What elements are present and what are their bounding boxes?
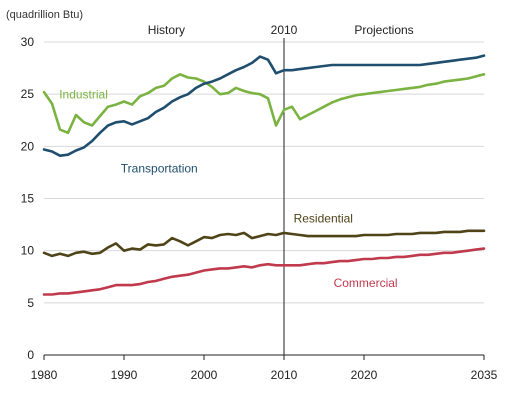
y-tick-label-20: 20 [21,139,35,153]
industrial-series-label: Industrial [59,87,108,101]
y-tick-label-25: 25 [21,87,35,101]
x-tick-label-2020: 2020 [351,368,378,382]
projections-label: Projections [354,23,413,37]
transportation-series-label: Transportation [121,161,198,175]
transportation-series-line [42,54,486,157]
history-label: History [148,23,185,37]
commercial-series-label: Commercial [334,276,398,290]
y-tick-labels: 0 5 10 15 20 25 30 [21,35,35,362]
y-tick-label-0: 0 [27,348,34,362]
y-tick-label-30: 30 [21,35,35,49]
y-tick-label-5: 5 [27,296,34,310]
x-tick-label-2035: 2035 [471,368,498,382]
x-tick-label-2010: 2010 [271,368,298,382]
x-tick-label-2000: 2000 [191,368,218,382]
y-tick-label-10: 10 [21,244,35,258]
series-lines [42,54,486,296]
y-gridlines [44,41,484,304]
residential-series-line [42,229,486,258]
y-tick-label-15: 15 [21,192,35,206]
divider-year-label: 2010 [271,23,298,37]
industrial-series-line [42,73,486,135]
commercial-series-line [42,247,486,296]
x-tick-labels: 1980 1990 2000 2010 2020 2035 [31,355,498,382]
unit-label: (quadrillion Btu) [6,9,83,21]
x-tick-label-1980: 1980 [31,368,58,382]
x-tick-label-1990: 1990 [111,368,138,382]
residential-series-label: Residential [294,211,353,225]
